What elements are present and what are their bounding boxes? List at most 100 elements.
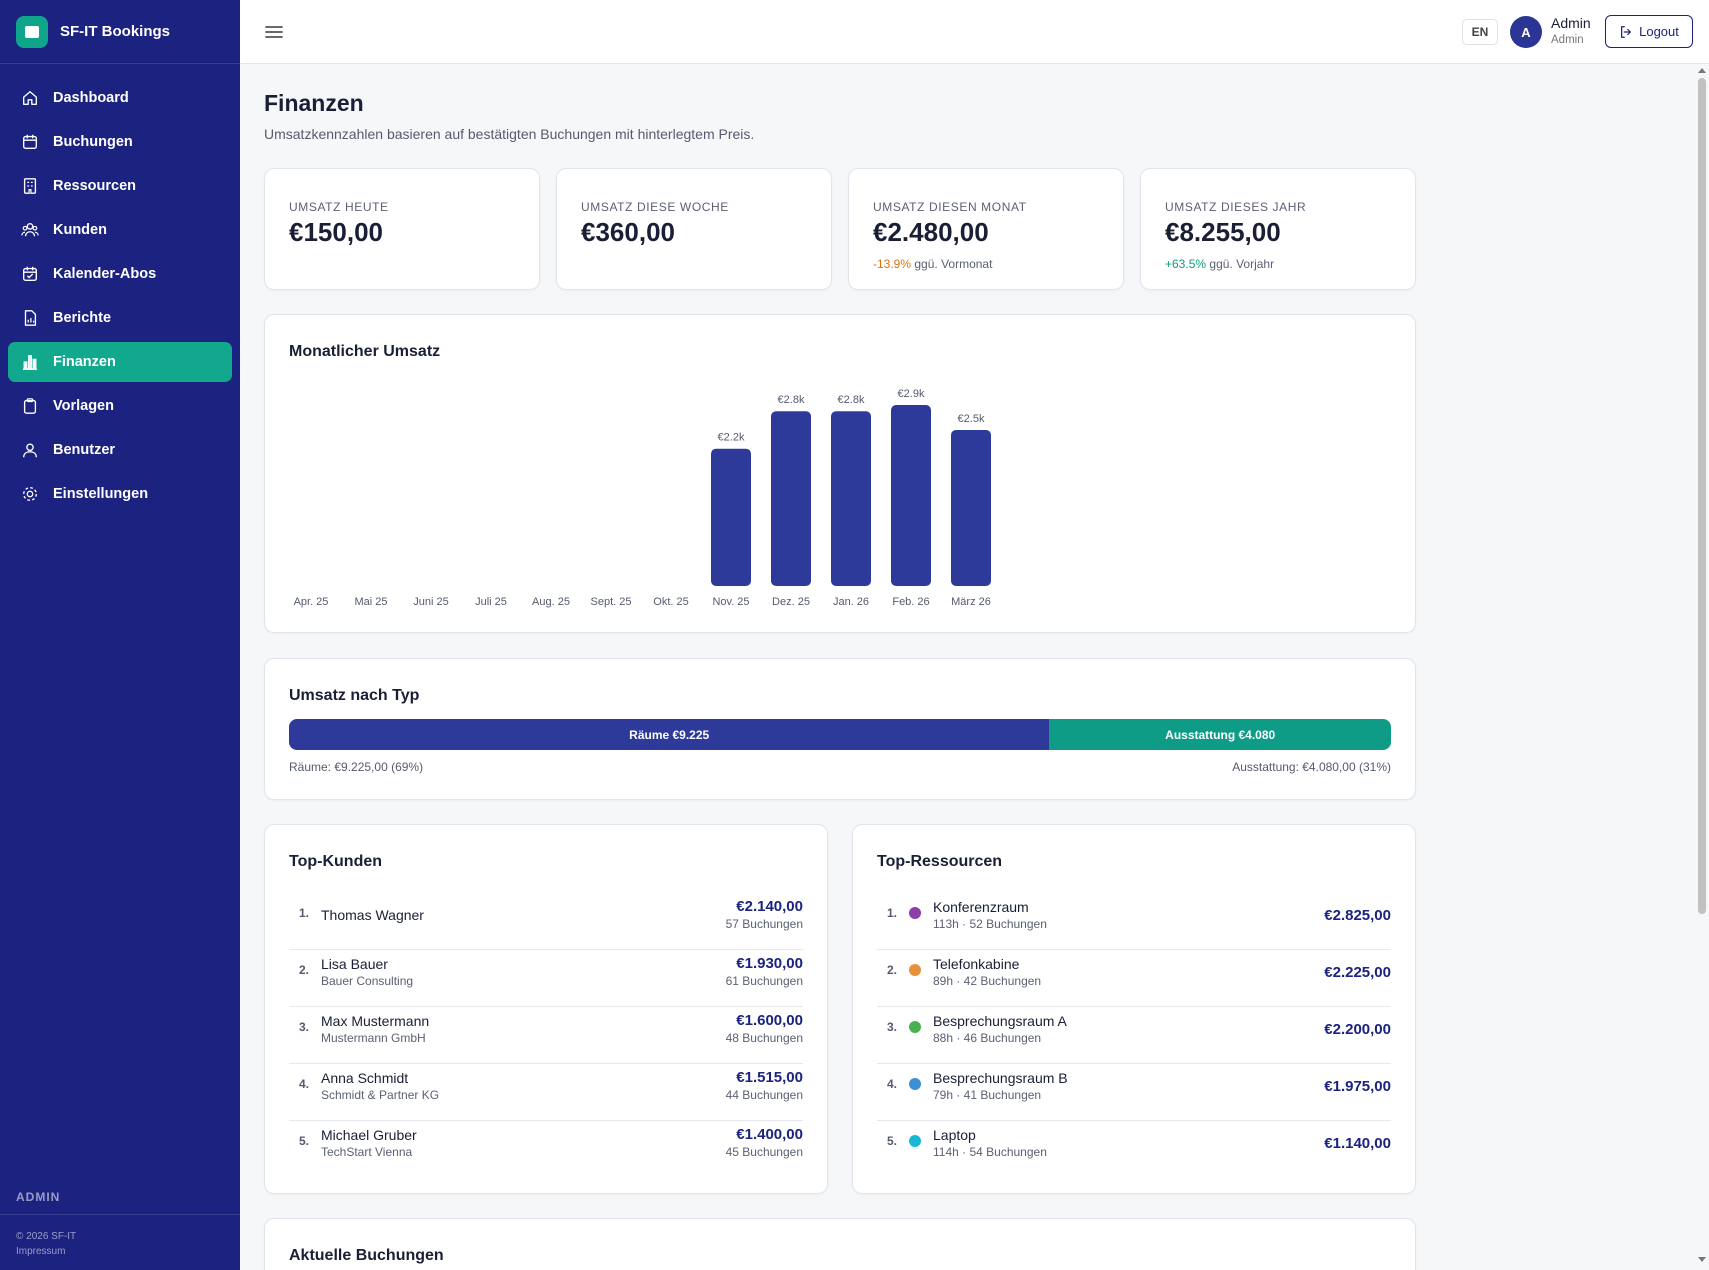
rank-subtitle: TechStart Vienna	[321, 1145, 413, 1159]
bar-dez-25[interactable]	[771, 411, 811, 586]
rank-amount: €2.825,00	[1324, 907, 1391, 924]
rooms-segment[interactable]: Räume €9.225	[289, 719, 1050, 750]
sidebar-item-vorlagen[interactable]: Vorlagen	[8, 386, 232, 426]
resource-color-dot	[909, 907, 921, 919]
rank-number: 2.	[887, 963, 898, 977]
sidebar-item-label: Vorlagen	[53, 398, 114, 414]
scroll-down-icon[interactable]	[1698, 1256, 1706, 1264]
rank-amount: €1.975,00	[1324, 1078, 1391, 1095]
sidebar-item-kalender-abos[interactable]: Kalender-Abos	[8, 254, 232, 294]
list-item[interactable]: 2. Lisa Bauer Bauer Consulting €1.930,00 61 …	[289, 950, 803, 1007]
bar-feb-26[interactable]	[891, 405, 931, 586]
rank-amount: €2.225,00	[1324, 964, 1391, 981]
scroll-up-icon[interactable]	[1698, 66, 1706, 74]
kpi-label: UMSATZ DIESES JAHR	[1165, 200, 1307, 214]
page-scrollbar[interactable]	[1695, 64, 1709, 1270]
list-item[interactable]: 4. Anna Schmidt Schmidt & Partner KG €1.515…	[289, 1064, 803, 1121]
rank-subtitle: 79h · 41 Buchungen	[933, 1088, 1042, 1102]
list-item[interactable]: 3. Besprechungsraum A 88h · 46 Buchungen €2…	[877, 1007, 1391, 1064]
kpi-delta: -13.9% ggü. Vormonat	[873, 257, 992, 271]
recent-bookings-card: Aktuelle Buchungen	[264, 1218, 1416, 1270]
x-tick-label: Aug. 25	[532, 596, 570, 608]
resource-color-dot	[909, 1078, 921, 1090]
sidebar-item-kunden[interactable]: Kunden	[8, 210, 232, 250]
logout-button[interactable]: Logout	[1605, 15, 1693, 48]
brand-name: SF-IT Bookings	[60, 23, 170, 40]
rank-name: Thomas Wagner	[321, 907, 424, 923]
bar-jan-26[interactable]	[831, 411, 871, 586]
list-item[interactable]: 5. Michael Gruber TechStart Vienna €1.400,0…	[289, 1121, 803, 1178]
rank-number: 4.	[887, 1077, 898, 1091]
equipment-segment[interactable]: Ausstattung €4.080	[1049, 719, 1391, 750]
kpi-value: €150,00	[289, 217, 383, 247]
rank-name: Besprechungsraum B	[933, 1070, 1068, 1086]
brand-logo-icon	[16, 15, 48, 48]
rank-name: Laptop	[933, 1127, 976, 1143]
equipment-legend: Ausstattung: €4.080,00 (31%)	[1232, 760, 1391, 774]
bar-m-rz-26[interactable]	[951, 429, 991, 586]
bar-nov-25[interactable]	[711, 448, 751, 586]
kpi-value: €2.480,00	[873, 217, 989, 247]
revenue-by-type-card: Umsatz nach Typ Räume €9.225 Ausstattung…	[264, 658, 1416, 800]
rank-count: 45 Buchungen	[725, 1145, 803, 1159]
x-tick-label: Dez. 25	[772, 596, 810, 608]
kpi-card-today: UMSATZ HEUTE €150,00	[264, 168, 540, 290]
rank-amount: €1.515,00	[736, 1069, 803, 1086]
monthly-revenue-title: Monatlicher Umsatz	[289, 343, 441, 360]
rank-name: Telefonkabine	[933, 956, 1020, 972]
scroll-thumb[interactable]	[1698, 78, 1706, 914]
menu-toggle-icon[interactable]	[264, 22, 284, 42]
kpi-label: UMSATZ HEUTE	[289, 200, 389, 214]
sidebar-item-buchungen[interactable]: Buchungen	[8, 122, 232, 162]
x-tick-label: Mai 25	[354, 596, 387, 608]
top-customers-card: Top-Kunden 1. Thomas Wagner €2.140,00 57 Bu…	[264, 824, 828, 1194]
resource-color-dot	[909, 1021, 921, 1033]
top-resources-title: Top-Ressourcen	[877, 853, 1003, 870]
building-icon	[23, 178, 37, 194]
rank-name: Michael Gruber	[321, 1127, 417, 1143]
rank-number: 5.	[299, 1134, 310, 1148]
language-switch-button[interactable]: EN	[1462, 19, 1498, 45]
rank-number: 1.	[299, 906, 310, 920]
sidebar-item-label: Kunden	[53, 222, 107, 238]
kpi-card-year: UMSATZ DIESES JAHR €8.255,00 +63.5% ggü.…	[1140, 168, 1416, 290]
brand[interactable]: SF-IT Bookings	[0, 0, 240, 64]
sidebar-item-berichte[interactable]: Berichte	[8, 298, 232, 338]
sidebar-item-label: Einstellungen	[53, 486, 149, 502]
x-tick-label: Okt. 25	[653, 596, 688, 608]
copyright-text: © 2026 SF-IT	[16, 1231, 77, 1242]
rank-count: 61 Buchungen	[725, 974, 803, 988]
rank-amount: €1.140,00	[1324, 1135, 1391, 1152]
kpi-card-week: UMSATZ DIESE WOCHE €360,00	[556, 168, 832, 290]
imprint-link[interactable]: Impressum	[16, 1246, 66, 1257]
list-item[interactable]: 1. Konferenzraum 113h · 52 Buchungen €2.825…	[877, 893, 1391, 950]
revenue-by-type-title: Umsatz nach Typ	[289, 687, 420, 704]
sidebar-item-finanzen[interactable]: Finanzen	[8, 342, 232, 382]
rank-subtitle: 88h · 46 Buchungen	[933, 1031, 1042, 1045]
rank-amount: €2.200,00	[1324, 1021, 1391, 1038]
x-tick-label: Juli 25	[475, 596, 507, 608]
user-icon	[23, 443, 37, 458]
sidebar-item-benutzer[interactable]: Benutzer	[8, 430, 232, 470]
list-item[interactable]: 4. Besprechungsraum B 79h · 41 Buchungen €1…	[877, 1064, 1391, 1121]
rank-amount: €1.600,00	[736, 1012, 803, 1029]
bar-data-label: €2.5k	[958, 413, 985, 425]
sidebar-item-label: Finanzen	[53, 354, 116, 370]
list-item[interactable]: 2. Telefonkabine 89h · 42 Buchungen €2.225,…	[877, 950, 1391, 1007]
bar-data-label: €2.8k	[778, 394, 805, 406]
list-item[interactable]: 3. Max Mustermann Mustermann GmbH €1.600,00…	[289, 1007, 803, 1064]
user-role: Admin	[1551, 34, 1584, 46]
sidebar-item-ressourcen[interactable]: Ressourcen	[8, 166, 232, 206]
bar-data-label: €2.2k	[718, 432, 745, 444]
list-item[interactable]: 5. Laptop 114h · 54 Buchungen €1.140,00	[877, 1121, 1391, 1178]
rank-number: 3.	[887, 1020, 898, 1034]
sidebar-item-dashboard[interactable]: Dashboard	[8, 78, 232, 118]
sidebar-item-einstellungen[interactable]: Einstellungen	[8, 474, 232, 514]
list-item[interactable]: 1. Thomas Wagner €2.140,00 57 Buchungen	[289, 893, 803, 950]
resource-color-dot	[909, 964, 921, 976]
sidebar-footer: © 2026 SF-IT Impressum	[0, 1214, 240, 1259]
sidebar-item-label: Berichte	[53, 310, 112, 326]
kpi-value: €8.255,00	[1165, 217, 1281, 247]
top-customers-title: Top-Kunden	[289, 853, 383, 870]
avatar[interactable]: A	[1510, 16, 1542, 48]
